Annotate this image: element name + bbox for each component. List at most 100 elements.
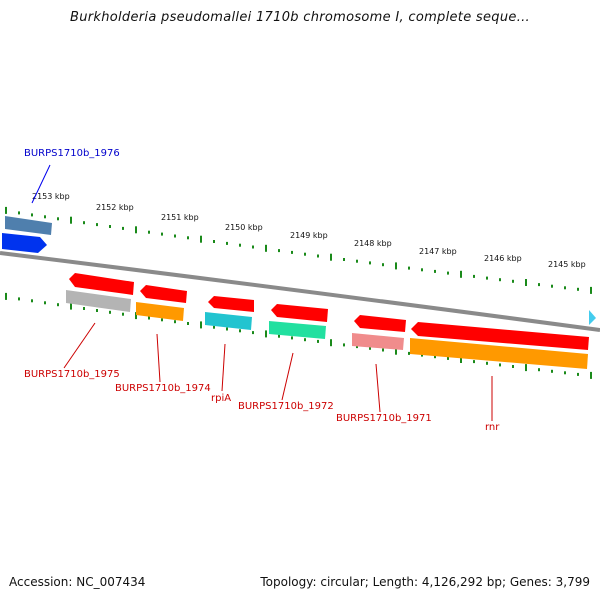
minor-tick: [408, 351, 410, 355]
minor-tick: [408, 266, 410, 270]
scale-label: 2145 kbp: [548, 260, 586, 269]
gene-labels: BURPS1710b_1976 BURPS1710b_1975 BURPS171…: [24, 148, 500, 433]
scale-label: 2150 kbp: [225, 223, 263, 232]
gene-arrow[interactable]: [354, 315, 406, 332]
minor-tick: [434, 269, 436, 273]
gene-BURPS1710b_1972[interactable]: [269, 304, 328, 339]
sequence-end-marker[interactable]: [589, 310, 596, 325]
minor-tick: [304, 252, 306, 256]
cog-bar: [136, 302, 184, 321]
gene-label-rpiA[interactable]: rpiA: [211, 393, 231, 404]
gene-arrow[interactable]: [140, 285, 187, 303]
leader-line: [63, 322, 96, 369]
gene-arrow[interactable]: [208, 296, 254, 312]
minor-tick: [356, 345, 358, 349]
minor-tick: [57, 217, 59, 221]
gene-arrow[interactable]: [69, 273, 134, 295]
minor-tick: [577, 372, 579, 376]
minor-tick: [18, 297, 20, 301]
chromosome-backbone: [0, 251, 600, 332]
minor-tick: [304, 338, 306, 342]
gene-BURPS1710b_1976[interactable]: [2, 216, 52, 253]
gene-arrow[interactable]: [411, 322, 589, 350]
minor-tick: [278, 334, 280, 338]
minor-tick: [239, 329, 241, 333]
gene-label-BURPS1710b_1974[interactable]: BURPS1710b_1974: [115, 383, 211, 394]
minor-tick: [278, 249, 280, 253]
accession-label: Accession: NC_007434: [9, 575, 146, 589]
cog-bar: [410, 338, 588, 369]
major-tick: [70, 216, 72, 224]
minor-tick: [148, 230, 150, 234]
minor-tick: [122, 312, 124, 316]
major-tick: [200, 321, 202, 329]
major-tick: [70, 302, 72, 310]
major-tick: [200, 235, 202, 243]
minor-tick: [213, 325, 215, 329]
minor-tick: [512, 365, 514, 368]
major-tick: [395, 262, 397, 270]
gene-label-BURPS1710b_1975[interactable]: BURPS1710b_1975: [24, 369, 120, 380]
map-title: Burkholderia pseudomallei 1710b chromoso…: [69, 10, 530, 25]
minor-tick: [369, 261, 371, 265]
gene-label-BURPS1710b_1976[interactable]: BURPS1710b_1976: [24, 148, 120, 159]
gene-arrow[interactable]: [271, 304, 328, 322]
leader-line: [31, 164, 51, 204]
gene-rpiA[interactable]: [205, 296, 254, 330]
minor-tick: [538, 283, 540, 287]
minor-tick: [161, 318, 163, 322]
major-tick: [330, 339, 332, 347]
minor-tick: [447, 356, 449, 360]
gene-rnr[interactable]: [410, 322, 589, 369]
minor-tick: [499, 363, 501, 367]
minor-tick: [382, 263, 384, 267]
gene-BURPS1710b_1971[interactable]: [352, 315, 406, 350]
major-tick: [525, 279, 527, 286]
leader-line: [375, 363, 381, 413]
minor-tick: [434, 355, 436, 359]
minor-tick: [577, 287, 579, 291]
scale-label: 2148 kbp: [354, 239, 392, 248]
minor-tick: [564, 286, 566, 290]
minor-tick: [226, 241, 228, 245]
gene-BURPS1710b_1975[interactable]: [66, 273, 134, 312]
gene-label-rnr[interactable]: rnr: [485, 422, 500, 433]
leader-line: [221, 343, 226, 392]
gene-label-BURPS1710b_1972[interactable]: BURPS1710b_1972: [238, 401, 334, 412]
scale-label: 2153 kbp: [32, 192, 70, 201]
minor-tick: [551, 284, 553, 288]
minor-tick: [564, 371, 566, 375]
major-tick: [330, 253, 332, 261]
minor-tick: [317, 339, 319, 343]
minor-tick: [44, 215, 46, 219]
major-tick: [460, 270, 462, 278]
scale-label: 2147 kbp: [419, 247, 457, 256]
minor-tick: [174, 234, 176, 238]
scale-label: 2152 kbp: [96, 203, 134, 212]
minor-tick: [421, 268, 423, 272]
major-tick: [265, 330, 267, 338]
gene-label-BURPS1710b_1971[interactable]: BURPS1710b_1971: [336, 413, 432, 424]
major-tick: [5, 292, 7, 300]
major-tick: [590, 286, 592, 294]
minor-tick: [83, 307, 85, 310]
minor-tick: [382, 348, 384, 352]
minor-tick: [447, 271, 449, 275]
minor-tick: [538, 368, 540, 372]
minor-tick: [31, 299, 33, 303]
minor-tick: [473, 360, 475, 364]
minor-tick: [44, 301, 46, 305]
major-tick: [135, 312, 137, 320]
minor-tick: [252, 245, 254, 249]
gene-BURPS1710b_1974[interactable]: [136, 285, 187, 321]
major-tick: [135, 226, 137, 234]
scale-label: 2151 kbp: [161, 213, 199, 222]
minor-tick: [96, 223, 98, 227]
minor-tick: [473, 274, 475, 278]
gene-arrow[interactable]: [2, 233, 47, 253]
minor-tick: [213, 240, 215, 243]
major-tick: [5, 206, 7, 214]
scale-label: 2146 kbp: [484, 254, 522, 263]
major-tick: [265, 244, 267, 252]
